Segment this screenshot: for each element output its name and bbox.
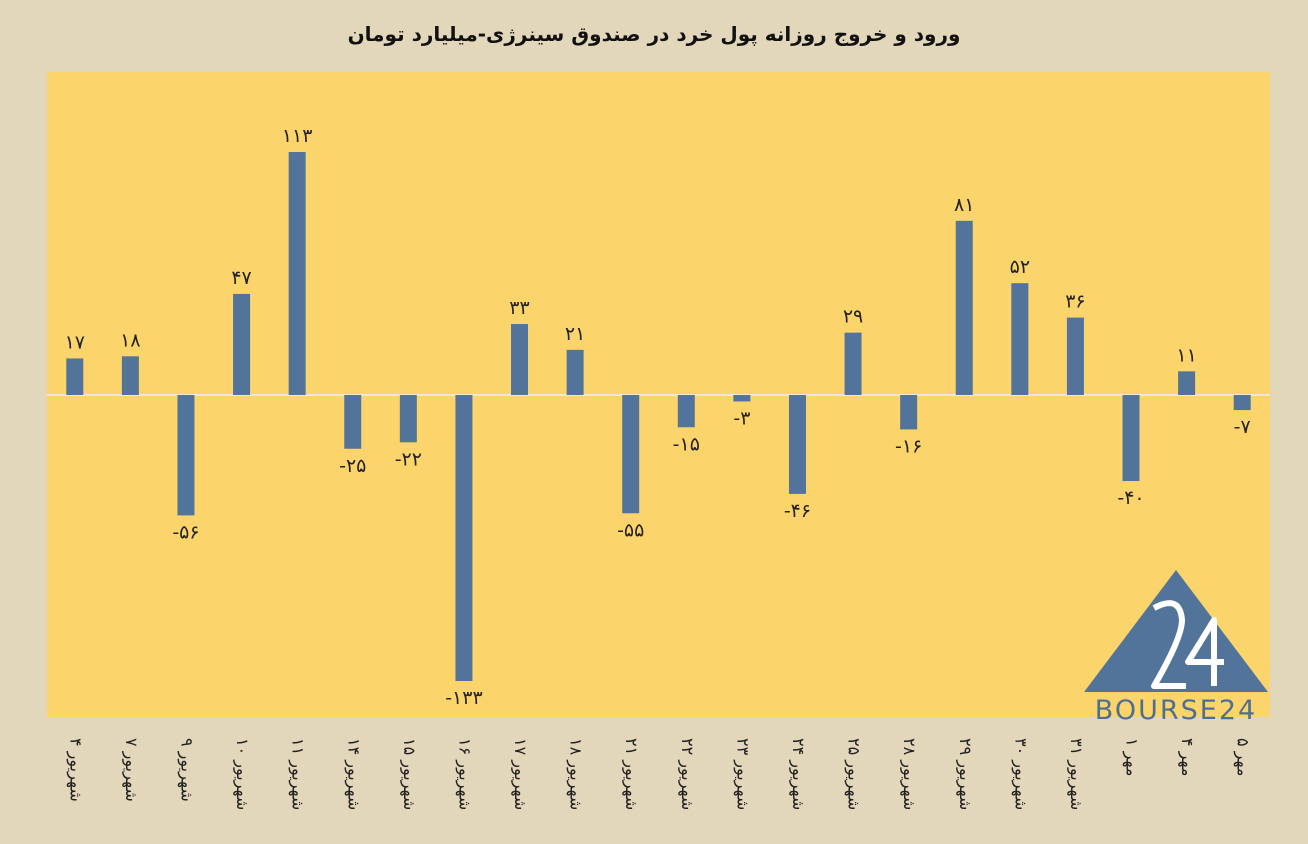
data-label: ۸۱ (954, 194, 974, 216)
x-tick-label: ۲۱ شهریور (621, 738, 641, 810)
bar (344, 395, 362, 449)
x-tick-label: ۱۰ شهریور (232, 738, 252, 810)
bar (1233, 395, 1251, 411)
bar (1011, 283, 1029, 395)
bar (455, 395, 473, 681)
x-tick-label: ۲۴ شهریور (788, 738, 808, 810)
x-tick-label: ۲۵ شهریور (844, 738, 864, 810)
bar (955, 220, 973, 395)
data-label: -۱۶ (895, 435, 922, 457)
data-label: ۴۷ (231, 267, 251, 289)
data-label: -۴۶ (784, 500, 811, 522)
bar (1066, 317, 1084, 395)
bar (233, 293, 251, 395)
data-label: -۷ (1234, 416, 1251, 438)
x-tick-label: ۳۰ شهریور (1010, 738, 1030, 810)
x-tick-label: ۱۸ شهریور (566, 738, 586, 810)
x-tick-label: ۲۸ شهریور (899, 738, 919, 810)
bar (1122, 395, 1140, 482)
logo-text: BOURSE24 (1094, 695, 1258, 726)
bar (844, 332, 862, 395)
data-label: ۳۶ (1065, 291, 1085, 313)
bar (177, 395, 195, 516)
bar (511, 324, 529, 395)
data-label: -۵۶ (172, 521, 199, 543)
chart-title: ورود و خروج روزانه پول خرد در صندوق سینر… (347, 22, 961, 46)
x-tick-label: ۴ شهریور (65, 738, 85, 802)
x-tick-label: ۱ مهر (1122, 738, 1142, 776)
data-label: ۳۳ (509, 297, 529, 319)
x-tick-label: ۵ مهر (1233, 738, 1253, 776)
bar (66, 358, 84, 395)
bar (121, 356, 139, 395)
x-tick-label: ۱۷ شهریور (510, 738, 530, 810)
x-tick-label: ۷ شهریور (121, 738, 141, 802)
data-label: ۱۱۳ (282, 125, 313, 147)
x-tick-label: ۱۶ شهریور (454, 738, 474, 810)
x-tick-label: ۳۱ شهریور (1066, 738, 1086, 810)
data-label: -۱۳۳ (445, 687, 482, 709)
x-tick-label: ۱۵ شهریور (399, 738, 419, 810)
x-tick-label: ۲۲ شهریور (677, 738, 697, 810)
bar (622, 395, 640, 514)
x-tick-label: ۲۹ شهریور (955, 738, 975, 810)
bar (566, 349, 584, 395)
data-label: -۲۵ (339, 455, 366, 477)
bar (677, 395, 695, 428)
data-label: -۲۲ (395, 448, 422, 470)
x-tick-label: ۹ شهریور (176, 738, 196, 802)
data-label: ۱۱ (1176, 344, 1196, 366)
data-label: -۵۵ (617, 519, 644, 541)
bar (399, 395, 417, 443)
data-label: -۴۰ (1117, 487, 1144, 509)
bourse24-logo (1084, 570, 1268, 692)
data-label: -۱۵ (673, 433, 700, 455)
data-label: ۵۲ (1010, 256, 1030, 278)
data-label: -۳ (733, 407, 750, 429)
x-tick-label: ۱۱ شهریور (288, 738, 308, 810)
x-tick-label: ۲۳ شهریور (732, 738, 752, 810)
data-label: ۲۹ (843, 306, 863, 328)
data-label: ۱۷ (65, 331, 85, 353)
bar (733, 395, 751, 402)
bar (788, 395, 806, 494)
x-tick-label: ۱۴ شهریور (343, 738, 363, 810)
bar (288, 152, 306, 395)
data-label: ۱۸ (120, 329, 140, 351)
data-label: ۲۱ (565, 323, 585, 345)
x-tick-label: ۴ مهر (1177, 738, 1197, 776)
bar (1178, 371, 1196, 395)
bar (900, 395, 918, 430)
